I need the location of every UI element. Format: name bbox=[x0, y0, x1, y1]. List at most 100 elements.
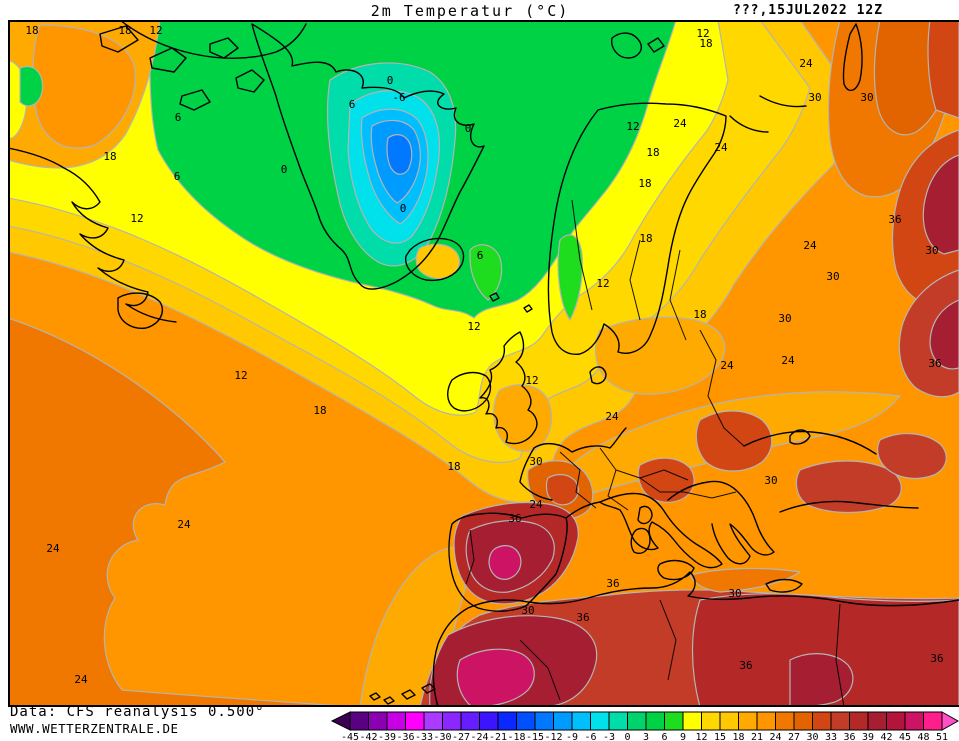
contour-label: 30 bbox=[826, 270, 839, 283]
colorbar-tick-label: 48 bbox=[917, 732, 929, 741]
contour-label: 36 bbox=[576, 611, 589, 624]
contour-label: 18 bbox=[313, 404, 326, 417]
contour-label: 24 bbox=[720, 359, 734, 372]
colorbar-tick-label: -36 bbox=[396, 732, 414, 741]
contour-label: 24 bbox=[74, 673, 88, 686]
colorbar-left-arrow bbox=[332, 712, 350, 730]
contour-label: 18 bbox=[103, 150, 116, 163]
colorbar-right-arrow bbox=[942, 712, 958, 730]
colorbar-cell bbox=[831, 712, 850, 730]
colorbar-tick-label: 33 bbox=[825, 732, 837, 741]
contour-label: 18 bbox=[25, 24, 38, 37]
colorbar-cell bbox=[572, 712, 591, 730]
contour-label: 30 bbox=[728, 587, 741, 600]
colorbar-cell bbox=[665, 712, 684, 730]
contour-label: 12 bbox=[525, 374, 538, 387]
colorbar-cell bbox=[591, 712, 610, 730]
band-45-iberia-spot bbox=[489, 546, 521, 580]
colorbar-cell bbox=[905, 712, 924, 730]
contour-label: 24 bbox=[177, 518, 191, 531]
band-30-balkans bbox=[696, 411, 771, 471]
contour-label: 18 bbox=[638, 177, 651, 190]
colorbar-cell bbox=[480, 712, 499, 730]
contour-label: 36 bbox=[508, 512, 521, 525]
contour-label: 6 bbox=[477, 249, 484, 262]
contour-label: 18 bbox=[118, 24, 131, 37]
contour-label: 36 bbox=[930, 652, 943, 665]
colorbar-tick-label: -33 bbox=[415, 732, 433, 741]
contour-label: 36 bbox=[888, 213, 901, 226]
colorbar-tick-label: 15 bbox=[714, 732, 726, 741]
contour-label: 6 bbox=[174, 170, 181, 183]
colorbar-cell bbox=[517, 712, 536, 730]
colorbar-cell bbox=[720, 712, 739, 730]
colorbar-tick-label: -18 bbox=[507, 732, 525, 741]
colorbar-cell bbox=[554, 712, 573, 730]
contour-label: 18 bbox=[693, 308, 706, 321]
contour-label: 6 bbox=[349, 98, 356, 111]
contour-label: 36 bbox=[739, 659, 752, 672]
colorbar-cells bbox=[332, 712, 958, 730]
colorbar-tick-label: 21 bbox=[751, 732, 763, 741]
colorbar-cell bbox=[350, 712, 369, 730]
colorbar-tick-label: 36 bbox=[843, 732, 855, 741]
contour-label: 18 bbox=[646, 146, 659, 159]
colorbar-cell bbox=[609, 712, 628, 730]
contour-label: 0 bbox=[400, 202, 407, 215]
colorbar-cell bbox=[813, 712, 832, 730]
colorbar-tick-label: -6 bbox=[584, 732, 596, 741]
colorbar-cell bbox=[628, 712, 647, 730]
colorbar-tick-label: -21 bbox=[489, 732, 507, 741]
colorbar-tick-label: 0 bbox=[624, 732, 630, 741]
colorbar-tick-label: -42 bbox=[359, 732, 377, 741]
colorbar-tick-label: -3 bbox=[603, 732, 615, 741]
colorbar-tick-label: -39 bbox=[378, 732, 396, 741]
colorbar-cell bbox=[924, 712, 943, 730]
band-33-turkey bbox=[796, 461, 901, 513]
colorbar-tick-label: -30 bbox=[433, 732, 451, 741]
contour-label: 12 bbox=[130, 212, 143, 225]
contour-label: 6 bbox=[175, 111, 182, 124]
contour-label: 18 bbox=[699, 37, 712, 50]
colorbar-cell bbox=[461, 712, 480, 730]
contour-label: 24 bbox=[605, 410, 619, 423]
colorbar-cell bbox=[739, 712, 758, 730]
contour-label: 12 bbox=[234, 369, 247, 382]
colorbar-cell bbox=[406, 712, 425, 730]
contour-label: 12 bbox=[596, 277, 609, 290]
temperature-colorbar: -45-42-39-36-33-30-27-24-21-18-15-12-9-6… bbox=[0, 705, 959, 741]
colorbar-cell bbox=[387, 712, 406, 730]
colorbar-tick-label: -24 bbox=[470, 732, 488, 741]
contour-label: 36 bbox=[928, 357, 941, 370]
colorbar-cell bbox=[794, 712, 813, 730]
contour-label: 12 bbox=[467, 320, 480, 333]
colorbar-tick-label: -12 bbox=[544, 732, 562, 741]
colorbar-tick-label: 39 bbox=[862, 732, 874, 741]
contour-label: 24 bbox=[673, 117, 687, 130]
contour-label: 30 bbox=[529, 455, 542, 468]
colorbar-cell bbox=[868, 712, 887, 730]
map-title: 2m Temperatur (°C) bbox=[140, 2, 800, 20]
band-minus15-greenland bbox=[387, 135, 412, 175]
colorbar-tick-label: 3 bbox=[643, 732, 649, 741]
contour-label: 24 bbox=[46, 542, 60, 555]
colorbar-tick-label: 9 bbox=[680, 732, 686, 741]
contour-label: 24 bbox=[529, 498, 543, 511]
colorbar-tick-label: 27 bbox=[788, 732, 800, 741]
contour-label: 0 bbox=[465, 122, 472, 135]
contour-label: 24 bbox=[803, 239, 817, 252]
colorbar-tick-label: -27 bbox=[452, 732, 470, 741]
colorbar-cell bbox=[535, 712, 554, 730]
colorbar-tick-label: 45 bbox=[899, 732, 911, 741]
contour-label: 24 bbox=[714, 141, 728, 154]
band-3-canada bbox=[20, 67, 43, 106]
colorbar-cell bbox=[443, 712, 462, 730]
map-datetime: ???,15JUL2022 12Z bbox=[733, 3, 883, 18]
contour-label: 12 bbox=[626, 120, 639, 133]
contour-label: 18 bbox=[639, 232, 652, 245]
colorbar-tick-labels: -45-42-39-36-33-30-27-24-21-18-15-12-9-6… bbox=[341, 732, 948, 741]
colorbar-cell bbox=[683, 712, 702, 730]
contour-label: 18 bbox=[447, 460, 460, 473]
colorbar-cell bbox=[498, 712, 517, 730]
contour-label: 30 bbox=[778, 312, 791, 325]
